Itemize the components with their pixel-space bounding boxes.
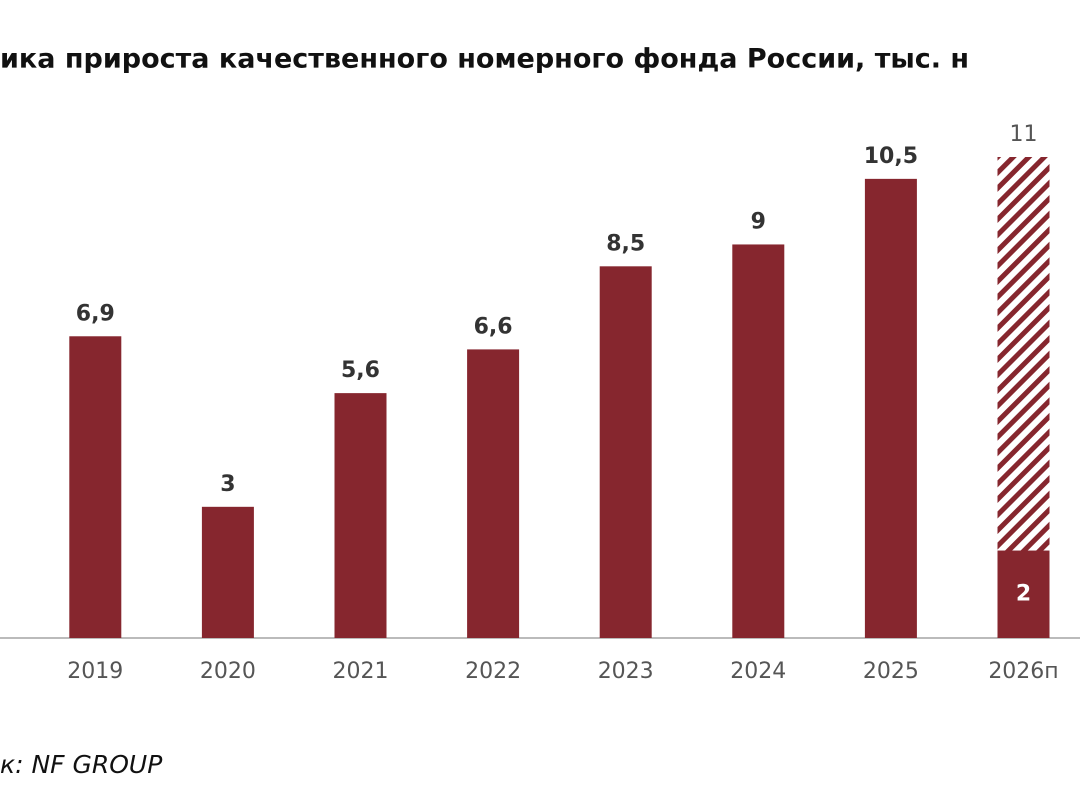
value-label: 11 [1010,122,1038,147]
x-tick-label: 2026п [988,659,1058,684]
x-tick-label: 2025 [863,659,919,684]
bar [467,349,520,638]
bar [599,266,652,638]
value-label: 10,5 [864,144,918,169]
bar [69,336,122,638]
bar [334,393,387,638]
value-label: 2 [1016,581,1031,606]
source: к: NF GROUP [0,750,163,779]
x-tick-label: 2024 [730,659,786,684]
chart-title: ика прироста качественного номерного фон… [0,44,969,75]
x-tick-label: 2022 [465,659,521,684]
bar [732,244,785,639]
bar [864,178,917,638]
value-label: 6,6 [474,314,513,339]
x-tick-label: 2020 [200,659,256,684]
x-tick-label: 2023 [598,659,654,684]
bar [997,550,1050,638]
value-label: 8,5 [606,231,645,256]
x-tick-label: 2021 [333,659,389,684]
bar [201,506,254,638]
value-label: 6,9 [76,301,115,326]
value-label: 9 [751,209,766,234]
value-label: 5,6 [341,358,380,383]
x-tick-label: 2019 [67,659,123,684]
value-label: 3 [220,472,235,497]
